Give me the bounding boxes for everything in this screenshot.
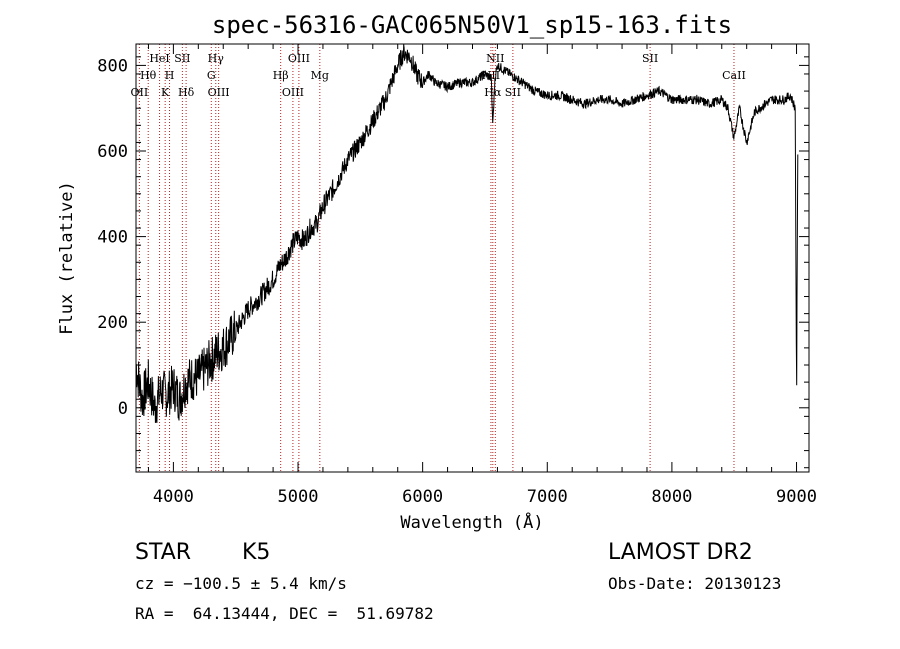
plot-frame [135, 43, 810, 473]
line-marker-label: OIII [288, 52, 310, 65]
y-tick-label: 0 [118, 399, 128, 419]
line-marker-label: SII [642, 52, 658, 65]
chart-title: spec-56316-GAC065N50V1_sp15-163.fits [212, 11, 732, 39]
object-subclass: K5 [242, 540, 271, 565]
line-marker-label: K [161, 86, 170, 99]
y-tick-label: 200 [97, 313, 128, 333]
line-marker-label: Hθ [140, 69, 157, 82]
line-marker-label: OII [131, 86, 149, 99]
object-class: STAR [135, 540, 192, 565]
line-marker-label: Mg [311, 69, 329, 82]
spectrum-line [135, 44, 799, 424]
ra-dec: RA = 64.13444, DEC = 51.69782 [135, 604, 434, 623]
y-tick-label: 600 [97, 142, 128, 162]
x-tick-label: 8000 [651, 487, 692, 507]
line-marker-label: Hβ [273, 69, 289, 82]
line-marker-label: SII [505, 86, 521, 99]
line-marker-label: Hγ [208, 52, 225, 65]
line-marker-label: OIII [282, 86, 304, 99]
obs-date: Obs-Date: 20130123 [608, 574, 782, 593]
redshift-cz: cz = −100.5 ± 5.4 km/s [135, 574, 347, 593]
x-tick-label: 6000 [402, 487, 443, 507]
y-tick-label: 400 [97, 228, 128, 248]
x-tick-label: 4000 [153, 487, 194, 507]
line-marker-label: SII [174, 52, 190, 65]
axis-ticks: 4000 5000 6000 7000 8000 9000 0 200 400 600 800 [97, 44, 817, 507]
line-marker-label: NII [486, 52, 504, 65]
x-tick-label: 9000 [776, 487, 817, 507]
line-markers: OIIHθHeIKSIIHHδHγGOIIIHβOIIIOIIIMgNIINII… [131, 44, 746, 472]
x-tick-label: 7000 [527, 487, 568, 507]
x-axis-label: Wavelength (Å) [400, 511, 543, 533]
line-marker-label: CaII [722, 69, 746, 82]
x-tick-label: 5000 [278, 487, 319, 507]
line-marker-label: Hα [484, 86, 502, 99]
y-axis-label: Flux (relative) [57, 181, 77, 335]
line-marker-label: OIII [208, 86, 230, 99]
line-marker-label: G [207, 69, 216, 82]
line-marker-label: HeI [149, 52, 169, 65]
y-tick-label: 800 [97, 56, 128, 76]
line-marker-label: H [165, 69, 175, 82]
line-marker-label: Hδ [178, 86, 195, 99]
survey-name: LAMOST DR2 [608, 540, 753, 565]
